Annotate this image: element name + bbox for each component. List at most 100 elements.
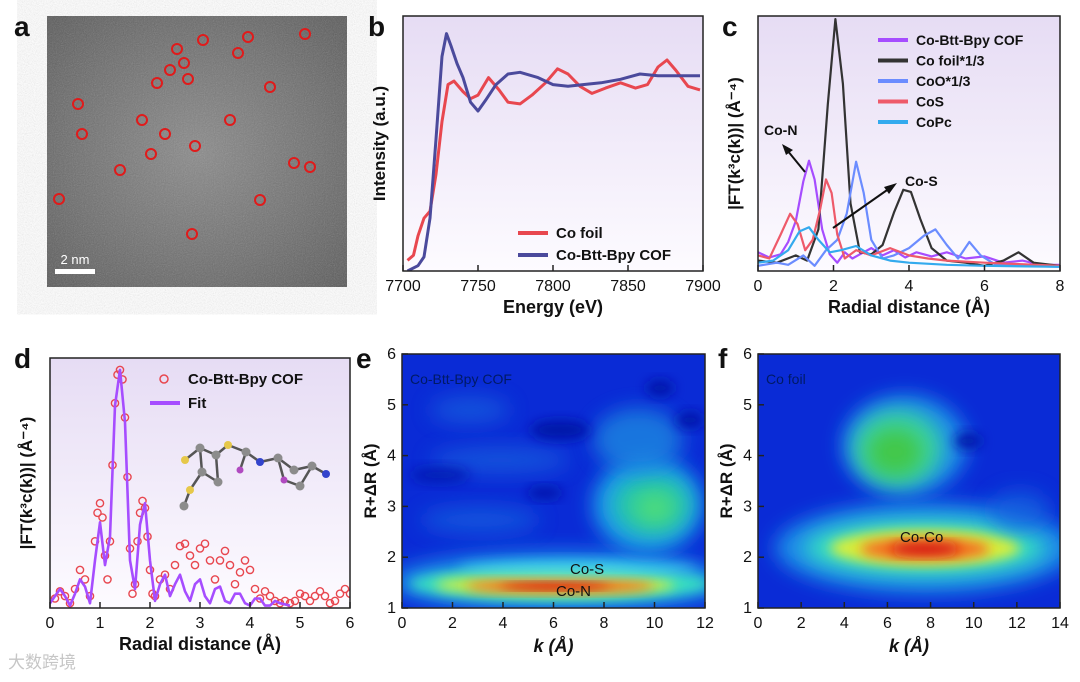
atom-marker	[178, 57, 190, 69]
y-tick-label: 2	[743, 549, 752, 566]
x-tick-label: 3	[196, 615, 205, 632]
x-tick-label: 7800	[535, 278, 571, 295]
atom-marker	[182, 73, 194, 85]
panel-b-xanes-chart: 7700 7750 7800 7850 7900 Energy (eV) Intensity…	[370, 15, 721, 317]
x-tick-label: 10	[646, 615, 664, 632]
data-point	[305, 596, 315, 606]
panel-d-fit-chart: 0 1 2 3 4 5 6 Radial distance (Å) |FT(k³c(k))| (…	[17, 357, 355, 654]
panel-a-stem-image: 2 nm	[47, 16, 347, 287]
y-tick-label: 6	[743, 346, 752, 363]
watermark-text: 大数跨境	[8, 653, 76, 673]
data-point	[190, 560, 200, 570]
x-axis-label: Radial distance (Å)	[828, 297, 990, 317]
legend-label: CoS	[916, 94, 944, 110]
atom-marker	[232, 47, 244, 59]
legend-label: Co-Btt-Bpy COF	[556, 247, 671, 264]
x-tick-label: 2	[797, 615, 806, 632]
legend-label: Co foil	[556, 225, 603, 242]
x-tick-label: 6	[346, 615, 355, 632]
heatmap-title-e: Co-Btt-Bpy COF	[410, 371, 512, 387]
x-tick-label: 4	[246, 615, 255, 632]
scale-bar-label: 2 nm	[61, 252, 90, 267]
data-point	[335, 589, 345, 599]
x-axis-label: Energy (eV)	[503, 297, 603, 317]
scale-bar	[55, 269, 95, 274]
series-line-3	[758, 178, 1060, 267]
legend-c: Co-Btt-Bpy COF Co foil*1/3 CoO*1/3 CoS CoPc	[878, 32, 1024, 130]
atom-marker	[72, 98, 84, 110]
data-point	[195, 544, 205, 553]
panel-label-f: f	[718, 343, 728, 374]
y-tick-label: 2	[387, 549, 396, 566]
data-point	[98, 513, 107, 522]
data-point	[215, 556, 225, 565]
x-tick-label: 7750	[460, 278, 496, 295]
y-tick-label: 6	[387, 346, 396, 363]
legend-label: Fit	[188, 395, 206, 412]
series-line-1	[406, 32, 700, 271]
heatmap-title-f: Co foil	[766, 371, 806, 387]
y-axis-label: |FT(k³c(k))| (Å⁻⁴)	[725, 77, 744, 210]
panel-label-e: e	[356, 343, 372, 374]
x-tick-label: 10	[965, 615, 983, 632]
legend-label: Co foil*1/3	[916, 53, 985, 69]
legend-b: Co foil Co-Btt-Bpy COF	[518, 225, 671, 264]
atom-marker	[151, 77, 163, 89]
panel-label-a: a	[14, 11, 30, 42]
y-tick-label: 3	[743, 498, 752, 515]
atom-marker	[145, 148, 157, 160]
y-tick-label: 4	[387, 448, 396, 465]
data-point	[320, 591, 330, 601]
x-tick-label: 2	[448, 615, 457, 632]
arrow-co-n	[786, 149, 806, 173]
x-tick-label: 4	[905, 278, 914, 295]
data-point	[260, 587, 270, 596]
x-tick-label: 7900	[685, 278, 721, 295]
data-point	[93, 508, 102, 518]
legend-label: CoO*1/3	[916, 73, 971, 89]
y-axis-label: R+ΔR (Å)	[717, 443, 736, 518]
x-tick-label: 6	[980, 278, 989, 295]
y-tick-label: 1	[743, 600, 752, 617]
atom-marker	[171, 43, 183, 55]
x-tick-label: 8	[600, 615, 609, 632]
data-point	[340, 584, 350, 594]
data-point	[325, 598, 335, 608]
data-point	[185, 551, 195, 560]
legend-label: CoPc	[916, 114, 952, 130]
x-tick-label: 1	[96, 615, 105, 632]
data-point	[240, 556, 250, 565]
x-tick-label: 8	[926, 615, 935, 632]
data-point	[300, 591, 310, 601]
arrowhead-co-s	[884, 183, 897, 194]
y-tick-label: 5	[743, 397, 752, 414]
atom-marker	[159, 128, 171, 140]
x-tick-label: 0	[46, 615, 55, 632]
x-tick-label: 0	[398, 615, 407, 632]
annotation-co-s-e: Co-S	[570, 561, 604, 578]
data-point	[220, 546, 230, 556]
data-point	[170, 560, 180, 570]
heatmap-blobs-e	[402, 380, 705, 608]
data-point	[138, 496, 147, 506]
series-line-0	[406, 58, 701, 262]
legend-marker	[159, 374, 169, 384]
data-point	[265, 591, 275, 601]
y-tick-label: 4	[743, 448, 752, 465]
atom-marker	[164, 64, 176, 76]
atom-marker	[254, 194, 266, 206]
panel-label-b: b	[368, 11, 385, 42]
x-tick-label: 0	[754, 615, 763, 632]
atom-marker	[189, 140, 201, 152]
data-point	[200, 539, 210, 549]
series-group-d	[50, 365, 350, 608]
series-line-4	[758, 226, 1060, 268]
x-tick-label: 14	[1051, 615, 1069, 632]
x-tick-label: 12	[1008, 615, 1026, 632]
annotation-co-s: Co-S	[905, 173, 938, 189]
atom-marker	[242, 31, 254, 43]
atom-marker	[264, 81, 276, 93]
annotation-co-n-e: Co-N	[556, 583, 591, 600]
